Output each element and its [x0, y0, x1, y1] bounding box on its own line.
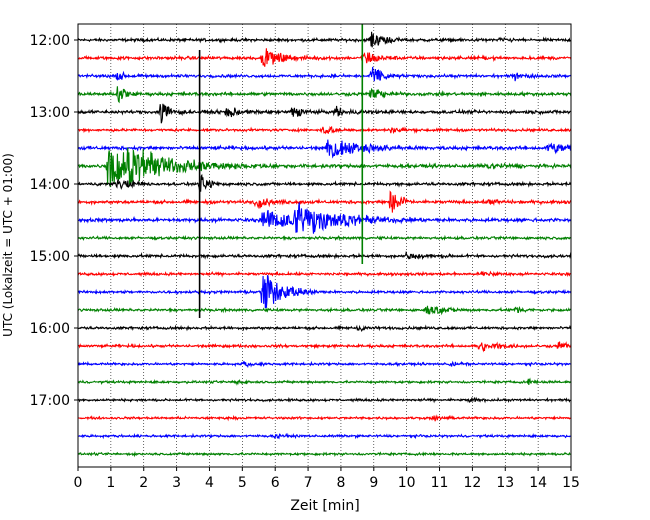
y-axis: 12:00 13:00 14:00 15:00 16:00 17:00	[30, 33, 78, 409]
trace-line	[77, 31, 572, 48]
trace-line	[77, 202, 572, 234]
y-tick-label: 12:00	[30, 33, 70, 49]
x-tick-label: 4	[205, 475, 214, 491]
x-tick-label: 8	[336, 475, 345, 491]
trace-line	[77, 414, 572, 422]
y-axis-label: UTC (Lokalzeit = UTC + 01:00)	[1, 153, 15, 337]
x-tick-label: 2	[139, 475, 148, 491]
trace-line	[77, 324, 572, 333]
x-tick-label: 6	[271, 475, 280, 491]
trace-line	[77, 396, 572, 404]
trace-line	[78, 305, 572, 316]
x-tick-label: 3	[172, 475, 181, 491]
y-tick-label: 13:00	[30, 105, 70, 121]
x-axis: 0 1 2 3 4 5 6 7 8 9 10 11 12 13 14 15	[74, 467, 580, 491]
trace-line	[77, 360, 572, 369]
spikes	[198, 24, 364, 318]
x-tick-label: 5	[238, 475, 247, 491]
trace-line	[77, 234, 572, 242]
x-tick-label: 13	[496, 475, 514, 491]
trace-line	[77, 173, 572, 192]
x-tick-label: 11	[431, 475, 449, 491]
y-tick-label: 17:00	[30, 393, 70, 409]
x-tick-label: 9	[369, 475, 378, 491]
x-tick-label: 1	[106, 475, 115, 491]
trace-line	[77, 103, 572, 124]
x-tick-label: 14	[529, 475, 547, 491]
grid-lines	[110, 24, 539, 467]
x-axis-label: Zeit [min]	[290, 498, 359, 514]
trace-line	[77, 450, 572, 458]
y-tick-label: 16:00	[30, 321, 70, 337]
trace-line	[77, 275, 572, 309]
trace-line	[77, 270, 572, 278]
trace-line	[77, 139, 572, 159]
trace-line	[77, 125, 572, 135]
x-tick-label: 12	[463, 475, 481, 491]
trace-line	[77, 190, 572, 213]
x-tick-label: 10	[398, 475, 416, 491]
plot-frame	[77, 23, 572, 468]
trace-line	[77, 147, 572, 188]
x-tick-label: 15	[562, 475, 580, 491]
y-tick-label: 15:00	[30, 249, 70, 265]
x-tick-label: 0	[74, 475, 83, 491]
y-tick-label: 14:00	[30, 177, 70, 193]
x-tick-label: 7	[304, 475, 313, 491]
trace-line	[77, 48, 572, 67]
trace-line	[77, 432, 572, 440]
traces	[77, 31, 572, 458]
trace-line	[77, 86, 572, 104]
trace-line	[78, 377, 572, 386]
trace-line	[77, 66, 572, 82]
trace-line	[77, 341, 572, 353]
trace-line	[77, 250, 572, 261]
